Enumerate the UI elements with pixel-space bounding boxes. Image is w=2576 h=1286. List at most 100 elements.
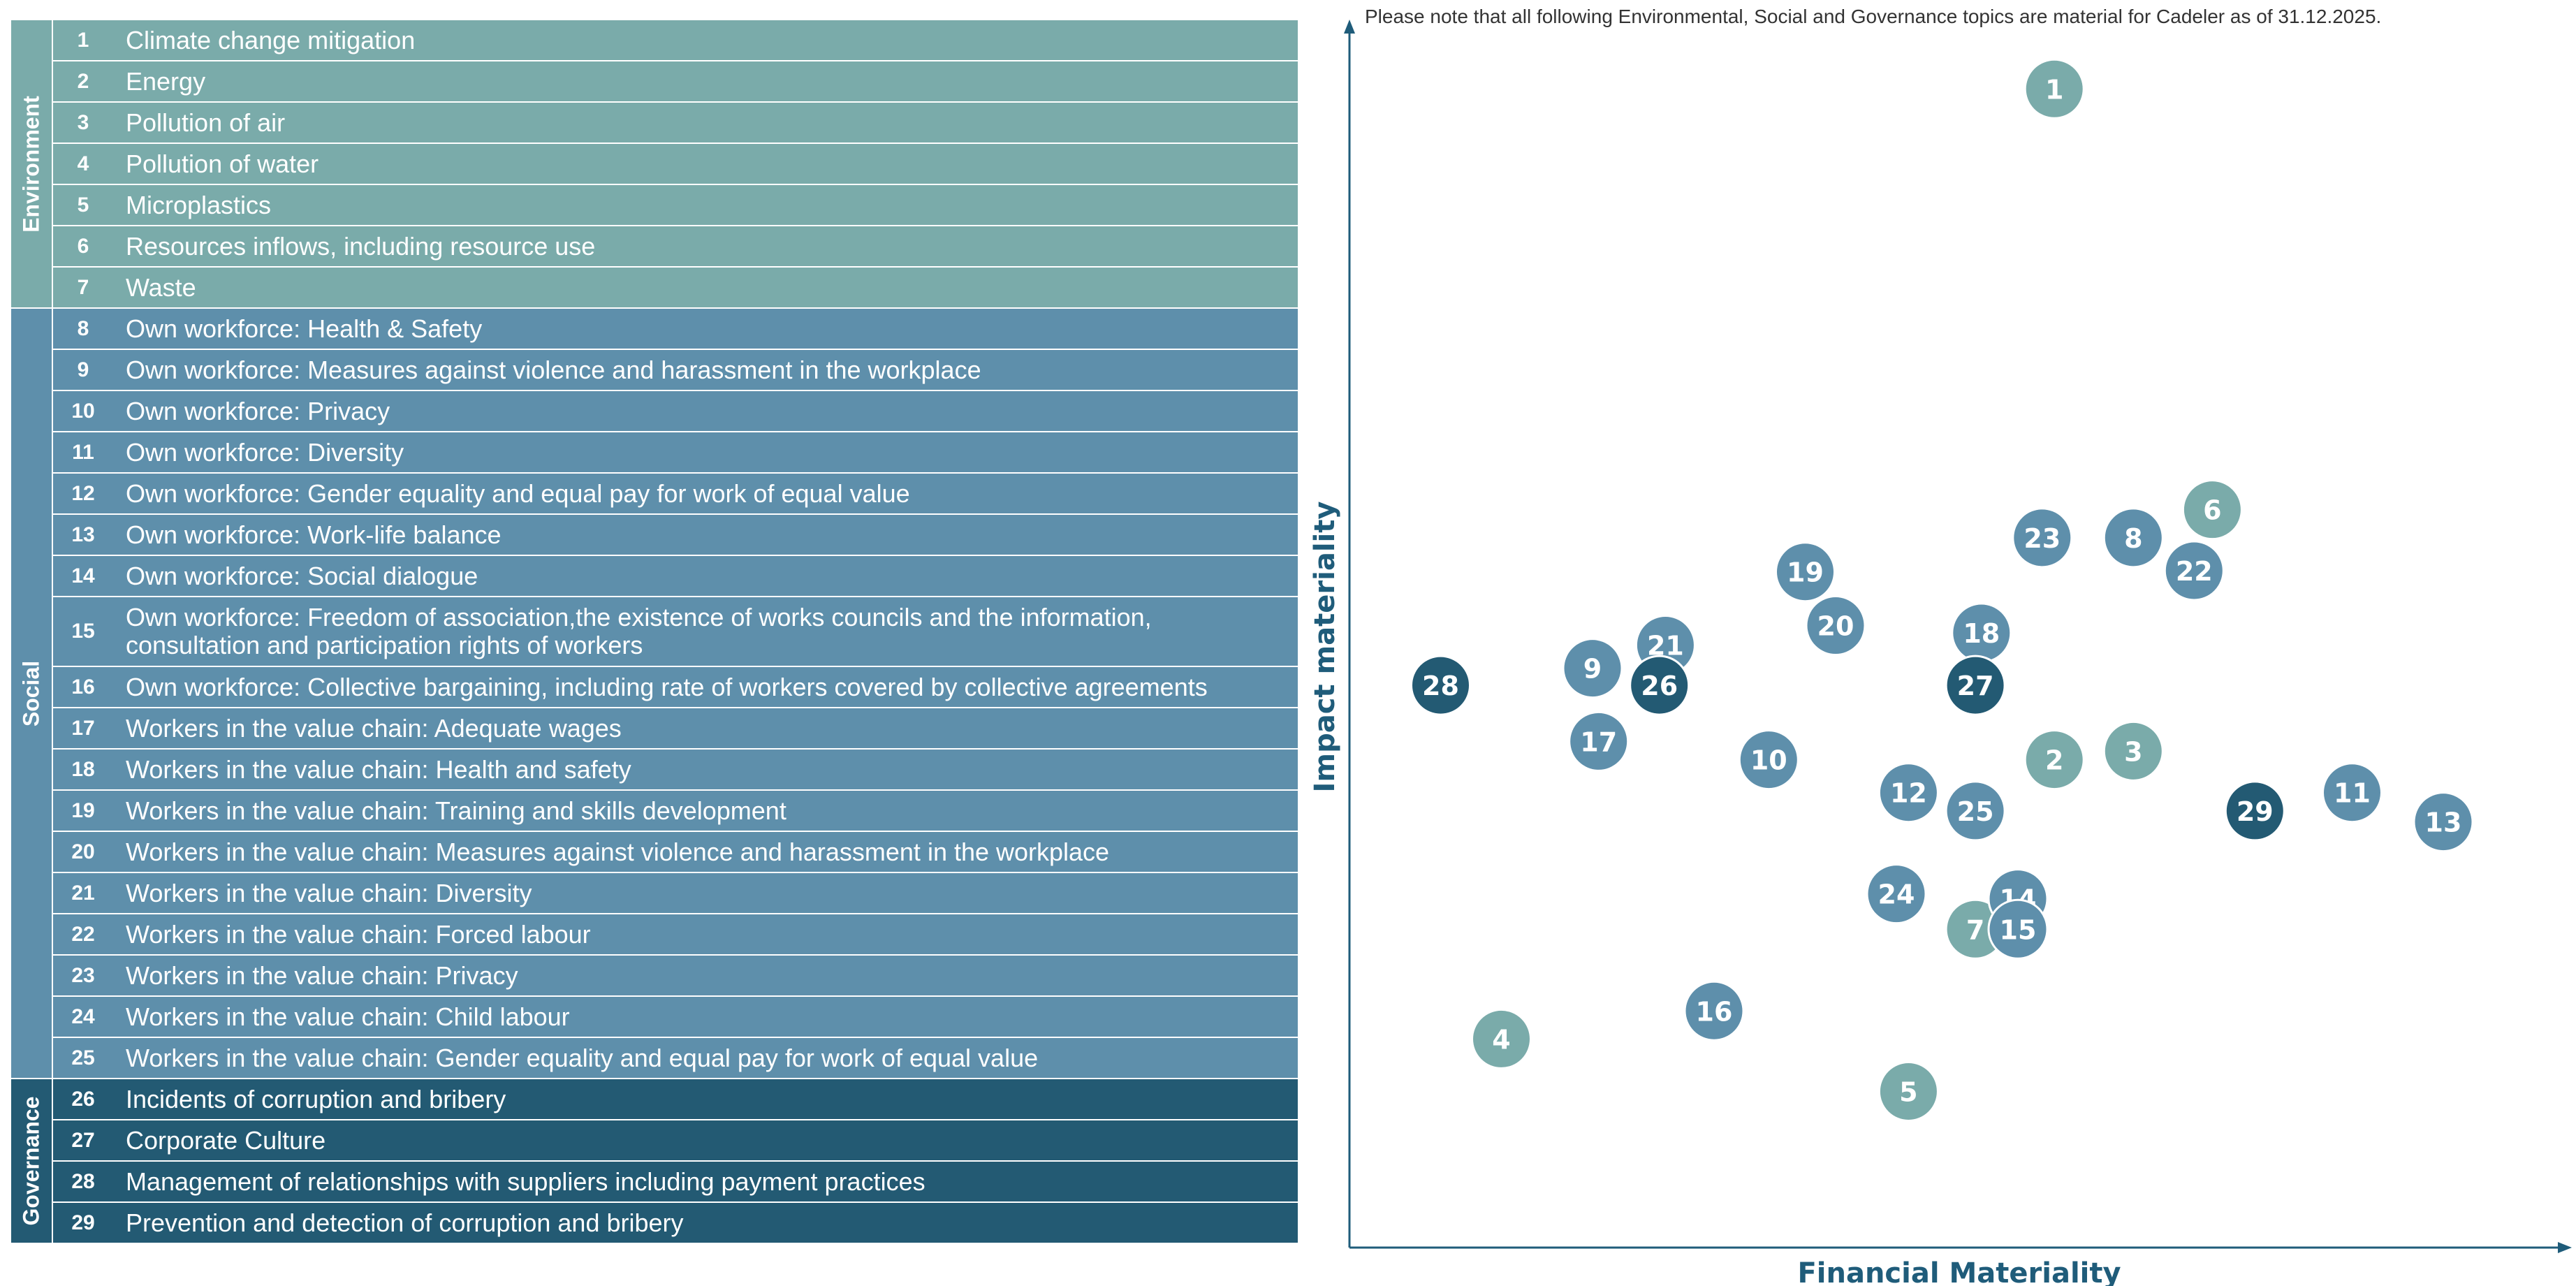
topic-bubble-10: 10 [1738,729,1799,791]
topic-bubble-22: 22 [2163,540,2225,601]
topic-bubble-19: 19 [1775,541,1836,603]
bubble-circle [2322,762,2383,824]
bubble-circle [1866,863,1927,925]
topic-name: Workers in the value chain: Measures aga… [126,837,1110,866]
topic-name: Own workforce: Measures against violence… [126,355,981,384]
bubble-label: 3 [2124,736,2142,767]
topic-bubble-26: 26 [1629,655,1690,716]
bubble-label: 28 [1422,671,1459,701]
topic-bubble-3: 3 [2102,720,2164,782]
topic-name: Corporate Culture [126,1125,326,1155]
bubble-label: 8 [2124,523,2142,554]
topic-bubble-6: 6 [2181,479,2243,541]
topic-name: Management of relationships with supplie… [126,1167,925,1196]
bubble-circle [1878,1061,1939,1123]
topic-number: 19 [71,798,95,822]
topic-bubble-29: 29 [2224,780,2285,842]
topic-name: Pollution of water [126,149,319,178]
topic-row: 10 Own workforce: Privacy [53,391,1298,431]
x-axis-title: Financial Materiality [1797,1257,2121,1286]
topic-row: 18 Workers in the value chain: Health and… [53,750,1298,789]
topic-number: 3 [77,110,89,134]
topic-number: 21 [71,881,95,905]
topic-name: Workers in the value chain: Adequate wag… [126,713,622,743]
topic-row: 23 Workers in the value chain: Privacy [53,956,1298,995]
topic-number: 25 [71,1046,95,1069]
topic-number: 11 [72,440,94,464]
topic-number: 27 [71,1128,95,1152]
bubble-circle [1945,655,2006,716]
topic-name: Workers in the value chain: Diversity [126,878,532,907]
topic-bubble-18: 18 [1951,602,2012,664]
topic-bubble-9: 9 [1562,638,1623,699]
bubble-label: 26 [1641,671,1678,701]
topic-number: 6 [77,234,89,258]
topic-name: Workers in the value chain: Health and s… [126,754,631,784]
bubble-circle [1629,655,1690,716]
bubble-label: 23 [2024,523,2061,554]
topic-bubble-13: 13 [2413,791,2474,853]
topic-name: Workers in the value chain: Privacy [126,960,518,990]
topic-number: 12 [71,481,95,505]
topic-number: 8 [77,316,89,340]
topic-bubble-17: 17 [1568,710,1630,772]
topic-row: 14 Own workforce: Social dialogue [53,556,1298,596]
bubble-label: 9 [1583,654,1602,685]
bubble-circle [1568,710,1630,772]
bubble-circle [1775,541,1836,603]
topic-row: 27 Corporate Culture [53,1120,1298,1160]
bubble-circle [2163,540,2225,601]
topic-row: 2 Energy [53,61,1298,101]
bubble-label: 1 [2045,74,2063,105]
bubble-circle [1410,655,1471,716]
topic-bubble-11: 11 [2322,762,2383,824]
bubble-label: 16 [1696,996,1733,1027]
topic-row: 3 Pollution of air [53,103,1298,143]
bubble-label: 22 [2176,556,2213,587]
bubble-label: 11 [2334,778,2371,809]
bubble-label: 19 [1787,557,1824,588]
topic-group-social: Social 8 Own workforce: Health & Safety 9 Ow… [11,309,1298,1078]
bubble-label: 2 [2045,745,2063,776]
topic-row: 7 Waste [53,268,1298,307]
group-label-cell: Governance [11,1079,52,1243]
materiality-note: Please note that all following Environme… [1365,6,2382,27]
topic-row: 17 Workers in the value chain: Adequate w… [53,708,1298,748]
bubble-circle [2024,729,2085,791]
bubble-circle [1805,595,1866,657]
topic-row: 5 Microplastics [53,185,1298,225]
topic-name: Workers in the value chain: Training and… [126,796,786,825]
topic-number: 16 [71,675,95,699]
bubble-circle [2102,720,2164,782]
topic-bubble-7: 7 [1945,898,2006,960]
y-axis-title: Impact materiality [1309,502,1341,793]
topic-bubble-27: 27 [1945,655,2006,716]
topic-name: Incidents of corruption and bribery [126,1084,506,1113]
topic-number: 24 [71,1004,95,1028]
topic-bubble-8: 8 [2102,507,2164,569]
bubble-circle [1471,1008,1532,1069]
bubble-label: 12 [1890,778,1927,809]
topic-name: Own workforce: Gender equality and equal… [126,478,910,508]
bubble-circle [2102,507,2164,569]
topic-number: 2 [77,69,89,93]
topic-name: Pollution of air [126,108,286,137]
topic-name: Resources inflows, including resource us… [126,231,596,261]
bubble-circle [1738,729,1799,791]
topic-name: Energy [126,66,206,96]
topic-bubble-12: 12 [1878,762,1939,824]
topic-number: 1 [77,28,89,52]
topic-bubble-4: 4 [1471,1008,1532,1069]
bubble-circle [1987,898,2049,960]
bubble-circle [2224,780,2285,842]
topic-number: 7 [77,275,89,299]
topic-name: Own workforce: Health & Safety [126,314,483,343]
topic-bubble-24: 24 [1866,863,1927,925]
topic-row: 16 Own workforce: Collective bargaining, … [53,667,1298,707]
group-label-cell: Social [11,309,52,1078]
topic-row: 22 Workers in the value chain: Forced lab… [53,914,1298,954]
bubble-circle [1878,762,1939,824]
topic-row: 6 Resources inflows, including resource u… [53,226,1298,266]
topic-number: 9 [77,358,89,381]
